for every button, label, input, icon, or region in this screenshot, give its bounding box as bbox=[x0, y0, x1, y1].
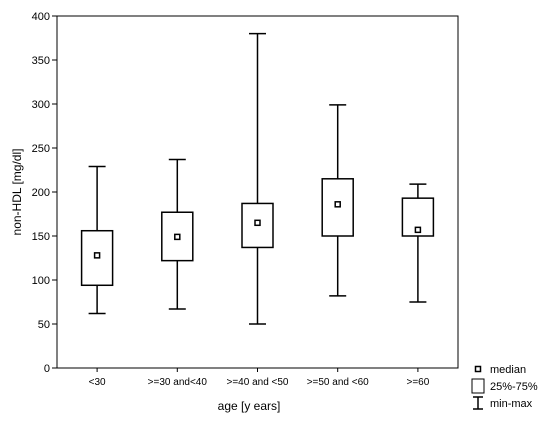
y-tick-label: 400 bbox=[32, 11, 50, 23]
x-tick-label: >=60 bbox=[406, 377, 429, 388]
median-marker bbox=[414, 226, 422, 234]
y-tick-label: 250 bbox=[32, 143, 50, 155]
y-tick-label: 50 bbox=[38, 319, 50, 331]
median-marker bbox=[93, 252, 101, 259]
x-tick-label: >=30 and<40 bbox=[148, 377, 208, 388]
x-axis-title: age [y ears] bbox=[218, 399, 281, 413]
legend-median-icon bbox=[474, 365, 482, 373]
legend: median 25%-75% min-max bbox=[471, 364, 538, 410]
x-tick-label: <30 bbox=[89, 377, 106, 388]
median-marker bbox=[174, 233, 181, 241]
y-tick-label: 200 bbox=[32, 187, 50, 199]
y-tick-label: 300 bbox=[32, 99, 50, 111]
median-marker bbox=[334, 201, 341, 208]
y-tick-label: 150 bbox=[32, 231, 50, 243]
legend-median-label: median bbox=[490, 364, 526, 376]
legend-box-icon bbox=[471, 378, 485, 394]
y-axis-title: non-HDL [mg/dl] bbox=[10, 149, 24, 236]
x-tick-label: >=40 and <50 bbox=[226, 377, 288, 388]
y-tick-label: 0 bbox=[44, 363, 50, 375]
y-tick-label: 350 bbox=[32, 55, 50, 67]
legend-box-label: 25%-75% bbox=[490, 381, 538, 393]
y-tick-label: 100 bbox=[32, 275, 50, 287]
plot-layer: 0 50 100 150 200 250 300 350 400 <30 >=30 and<40 >=… bbox=[32, 11, 459, 388]
legend-whisker-label: min-max bbox=[490, 398, 533, 410]
median-marker bbox=[254, 219, 261, 227]
x-tick-label: >=50 and <60 bbox=[307, 377, 369, 388]
